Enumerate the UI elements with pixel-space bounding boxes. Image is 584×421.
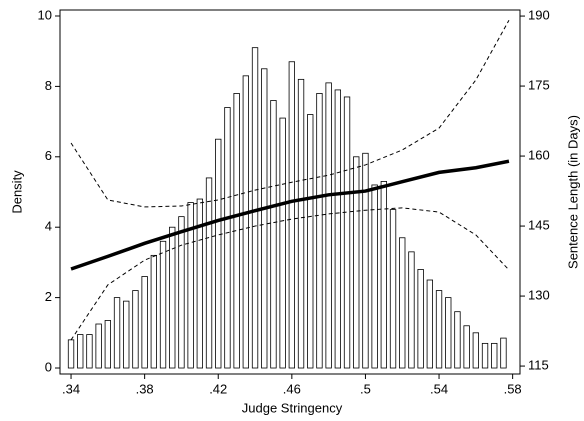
x-axis-label: Judge Stringency <box>242 400 343 415</box>
x-tick-label: .5 <box>360 381 371 396</box>
histogram-bar <box>389 209 397 369</box>
histogram-bar <box>435 290 443 369</box>
histogram-bar <box>279 117 286 369</box>
histogram-bar <box>454 311 461 369</box>
histogram-bar <box>463 325 470 369</box>
y-axis-label: Density <box>9 170 24 214</box>
histogram-bar <box>491 342 498 369</box>
histogram-bar <box>316 93 323 369</box>
histogram-bar <box>242 75 250 369</box>
histogram-bar <box>307 114 314 369</box>
x-tick-label: .58 <box>504 381 522 396</box>
histogram-bar <box>95 323 102 369</box>
y-tick-label: 10 <box>38 7 52 22</box>
histogram-bar <box>67 339 75 369</box>
histogram-bar <box>343 96 351 369</box>
histogram-bar <box>251 47 259 369</box>
y-tick-label: 8 <box>45 78 52 93</box>
histogram-bar <box>297 78 305 369</box>
y2-tick-label: 130 <box>528 288 550 303</box>
x-tick-label: .38 <box>136 381 154 396</box>
y-tick-label: 4 <box>45 219 52 234</box>
histogram-bar <box>288 61 295 369</box>
histogram-bar <box>334 89 341 369</box>
histogram-bar <box>86 334 93 369</box>
histogram-bar <box>169 226 176 369</box>
y-tick-label: 2 <box>45 289 52 304</box>
histogram-bar <box>224 107 231 369</box>
histogram-bar <box>141 276 148 369</box>
histogram-bar <box>159 240 167 369</box>
histogram-bar <box>187 202 194 369</box>
y2-tick-label: 145 <box>528 218 550 233</box>
histogram-bar <box>215 138 222 369</box>
histogram-bar <box>481 342 489 369</box>
histogram-bar <box>417 269 424 369</box>
histogram-bar <box>408 251 415 369</box>
histogram-bar <box>362 152 369 369</box>
y2-tick-label: 190 <box>528 8 550 23</box>
histogram-bar <box>353 156 360 369</box>
fit-line <box>70 159 510 271</box>
histogram-bar <box>261 68 268 369</box>
plot-frame <box>59 9 521 375</box>
y2-tick-label: 160 <box>528 148 550 163</box>
histogram-bar <box>472 332 479 369</box>
histogram-bar <box>371 184 378 369</box>
y-tick-label: 6 <box>45 148 52 163</box>
histogram-bar <box>205 177 213 369</box>
histogram-bar <box>445 297 452 369</box>
x-tick-label: .42 <box>209 381 227 396</box>
y2-tick-label: 115 <box>528 358 549 373</box>
histogram-bar <box>399 237 406 369</box>
histogram-bar <box>77 334 84 369</box>
y-tick-label: 0 <box>45 359 52 374</box>
histogram-bar <box>426 279 433 369</box>
histogram-bar <box>325 82 332 369</box>
histogram-bar <box>123 300 130 369</box>
histogram-bar <box>196 198 204 369</box>
histogram-bar <box>178 216 185 369</box>
y2-axis-label: Sentence Length (in Days) <box>565 115 580 269</box>
confidence-band <box>70 20 510 208</box>
histogram-bar <box>150 254 158 369</box>
x-tick-label: .46 <box>283 381 301 396</box>
histogram-bar <box>380 181 387 369</box>
y2-tick-label: 175 <box>528 78 550 93</box>
x-tick-label: .54 <box>430 381 448 396</box>
histogram-bar <box>132 290 139 369</box>
histogram-bar <box>500 337 507 369</box>
histogram-bar <box>113 297 121 369</box>
histogram-bar <box>270 100 277 369</box>
histogram-bar <box>104 320 112 369</box>
x-tick-label: .34 <box>62 381 80 396</box>
